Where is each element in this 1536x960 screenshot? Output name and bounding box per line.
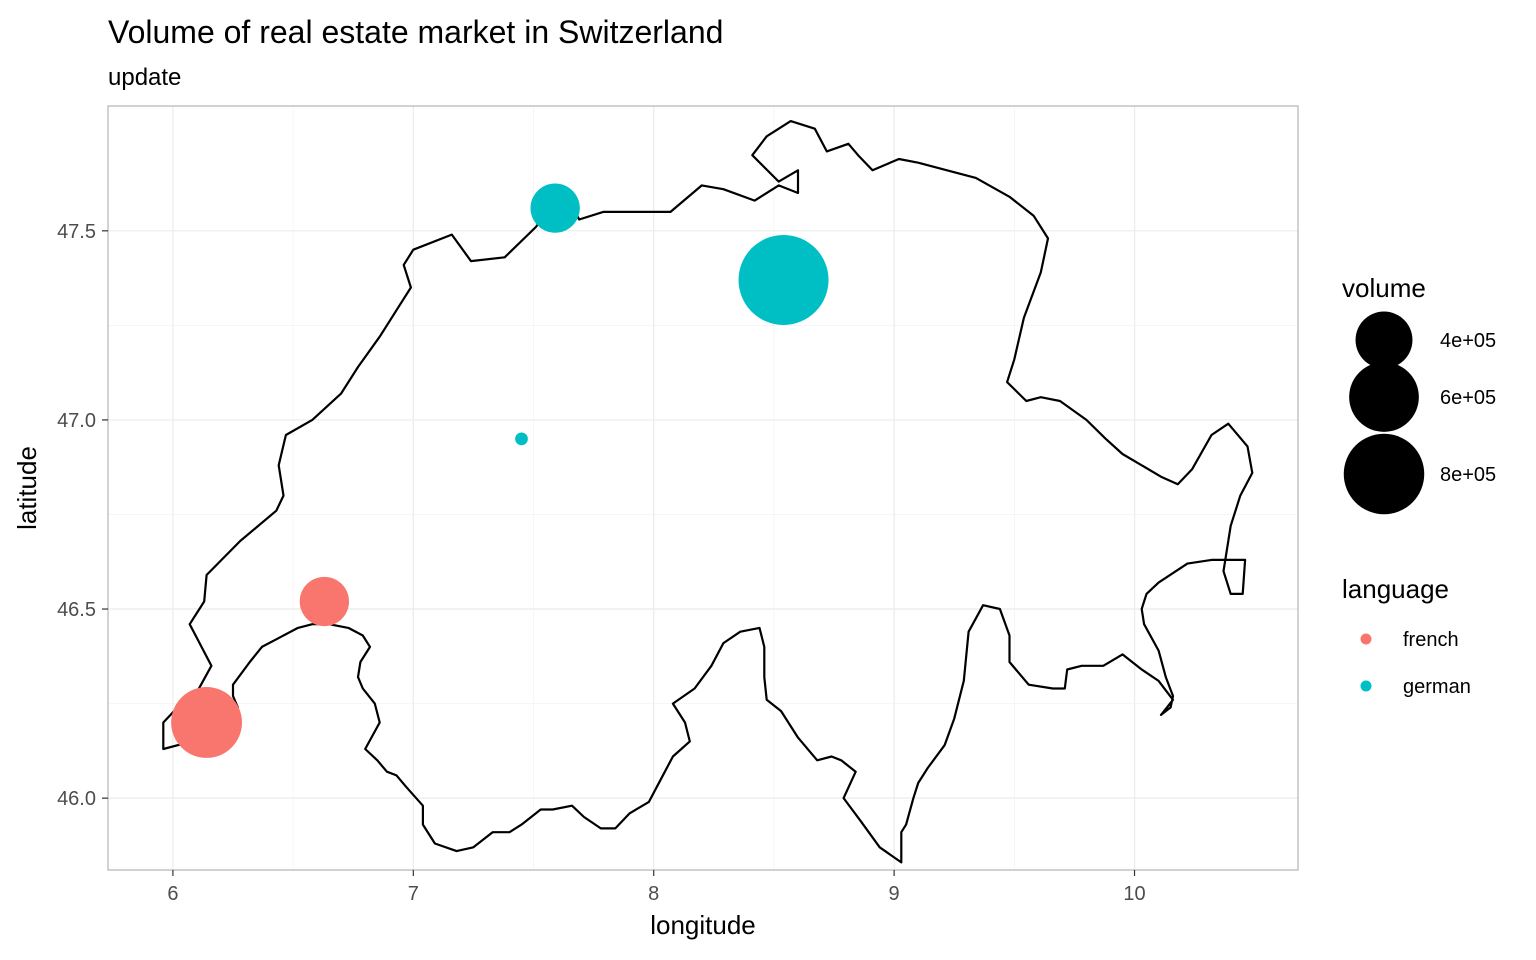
size-legend-label: 8e+05 xyxy=(1440,464,1496,486)
color-legend-label: french xyxy=(1403,629,1459,651)
x-tick-label: 10 xyxy=(1123,883,1145,905)
color-legend: language french german xyxy=(1342,574,1471,698)
data-point-german xyxy=(530,183,580,233)
x-tick-label: 6 xyxy=(167,883,178,905)
size-legend-key xyxy=(1349,362,1419,432)
size-legend-label: 4e+05 xyxy=(1440,330,1496,352)
plot-panel xyxy=(108,106,1298,870)
size-legend-key xyxy=(1343,433,1425,515)
chart-title: Volume of real estate market in Switzerl… xyxy=(108,14,724,50)
x-tick-label: 7 xyxy=(408,883,419,905)
y-tick-label: 47.5 xyxy=(57,221,96,243)
color-legend-key-german xyxy=(1360,680,1372,692)
switzerland-outline xyxy=(162,120,1254,864)
plot-border xyxy=(107,105,1299,871)
major-gridlines xyxy=(108,106,1298,870)
x-tick-label: 8 xyxy=(648,883,659,905)
y-tick-label: 46.5 xyxy=(57,599,96,621)
data-point-french xyxy=(299,576,350,627)
size-legend-title: volume xyxy=(1342,273,1426,303)
size-legend-key xyxy=(1355,311,1413,369)
data-point-german xyxy=(738,234,829,325)
y-axis: 46.0 46.5 47.0 47.5 xyxy=(57,221,108,810)
data-point-german xyxy=(515,432,528,446)
size-legend: volume 4e+05 6e+05 8e+05 xyxy=(1342,273,1496,515)
color-legend-key-french xyxy=(1360,633,1372,645)
color-legend-title: language xyxy=(1342,574,1449,604)
minor-gridlines xyxy=(108,106,1298,870)
x-axis-label: longitude xyxy=(650,910,756,940)
y-axis-label: latitude xyxy=(12,446,42,530)
y-tick-label: 46.0 xyxy=(57,788,96,810)
data-points xyxy=(171,183,829,758)
x-axis: 6 7 8 9 10 xyxy=(167,870,1146,905)
x-tick-label: 9 xyxy=(889,883,900,905)
chart-subtitle: update xyxy=(108,64,182,91)
data-point-french xyxy=(171,687,242,758)
y-tick-label: 47.0 xyxy=(57,410,96,432)
size-legend-label: 6e+05 xyxy=(1440,387,1496,409)
color-legend-label: german xyxy=(1403,676,1471,698)
